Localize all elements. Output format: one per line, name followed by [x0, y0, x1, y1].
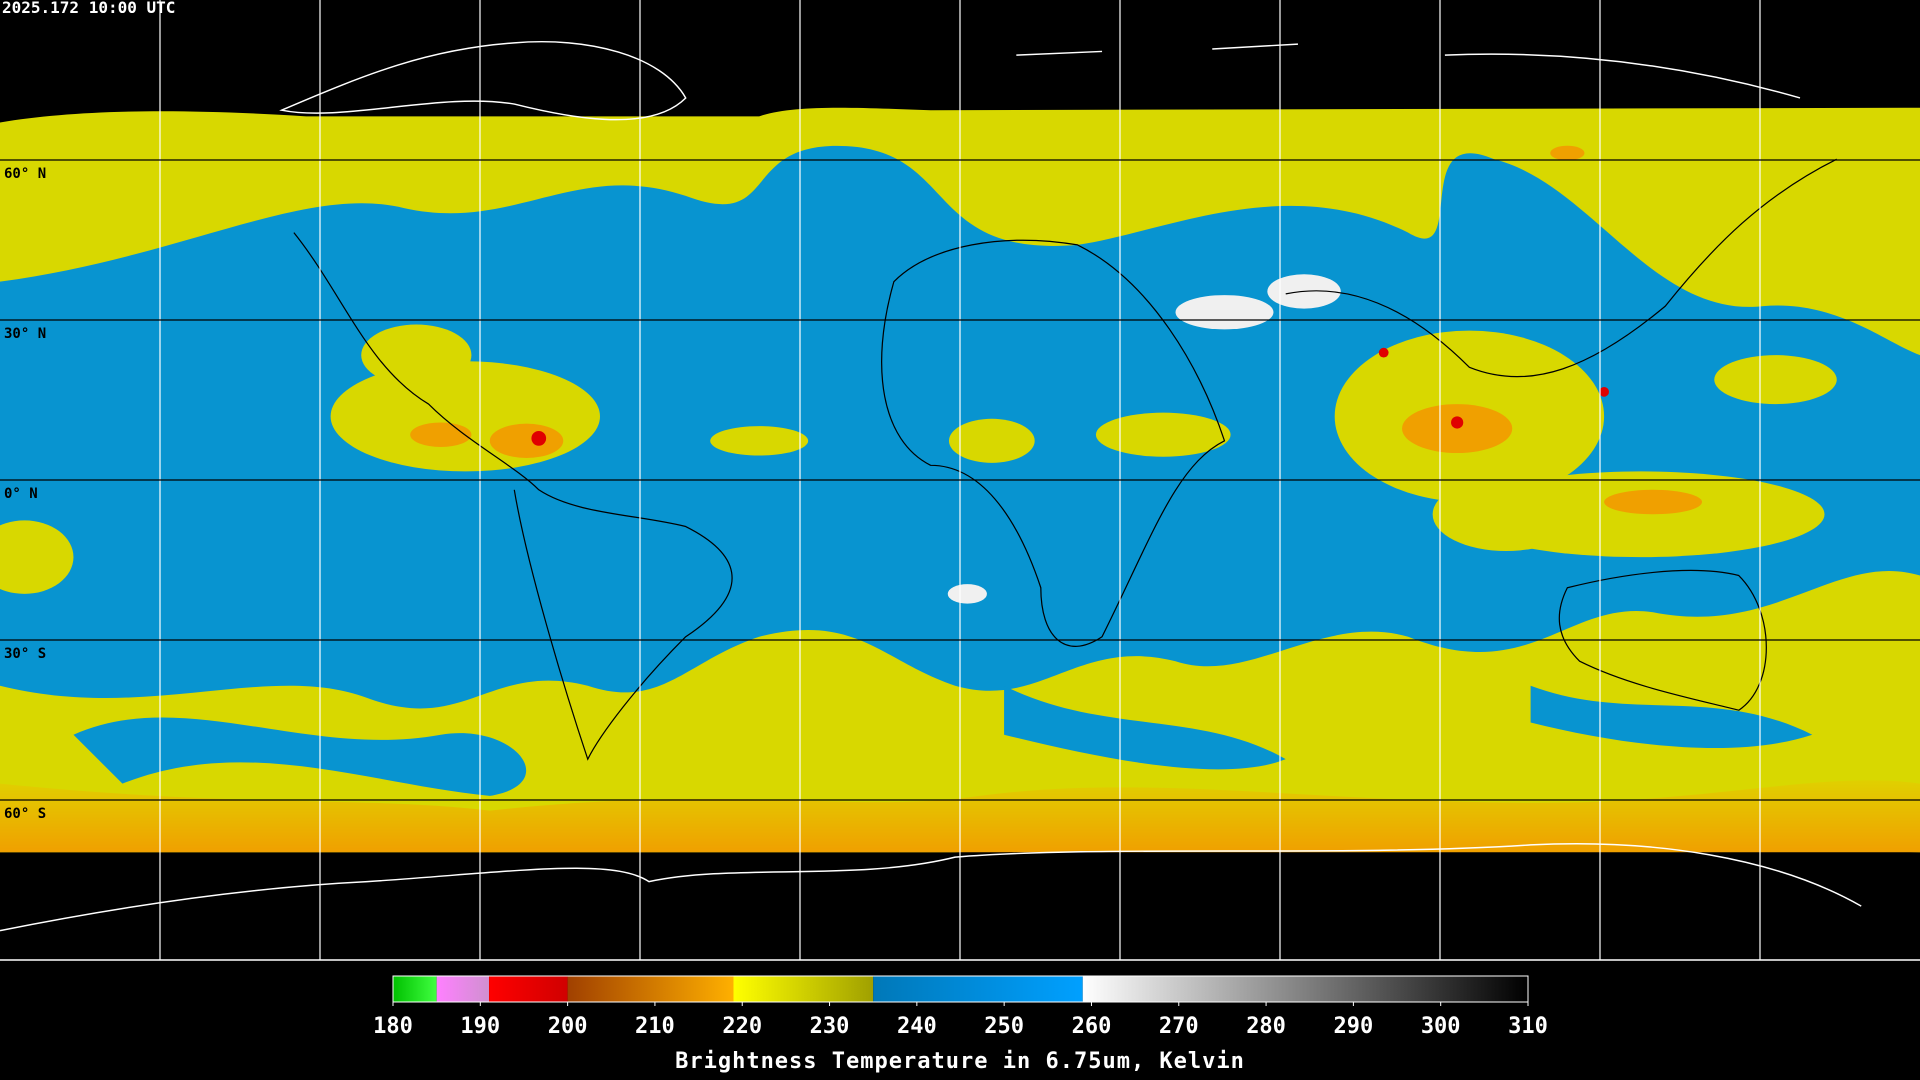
colorbar-segment [873, 976, 1083, 1002]
colorbar-frame [392, 975, 1529, 1003]
colorbar-tick-label: 200 [548, 1014, 588, 1039]
coastlines-polar [0, 40, 1862, 932]
colorbar-tick-label: 240 [897, 1014, 937, 1039]
colorbar-tick-label: 230 [810, 1014, 850, 1039]
colorbar-segment [567, 976, 734, 1002]
colorbar-tick-label: 250 [984, 1014, 1024, 1039]
dry-tongue [73, 685, 1813, 796]
coastlines [293, 158, 1838, 761]
colorbar-segment [436, 976, 490, 1002]
latitude-label: 0° N [4, 486, 38, 502]
colorbar-segment [489, 976, 568, 1002]
colorbar-tick-label: 190 [460, 1014, 500, 1039]
colorbar-tick-label: 180 [373, 1014, 413, 1039]
colorbar-tick-label: 270 [1159, 1014, 1199, 1039]
colorbar-segment [1082, 976, 1528, 1002]
colorbar-tick-label: 300 [1421, 1014, 1461, 1039]
cold-tops [531, 347, 1609, 446]
deep-convection [410, 145, 1703, 515]
latitude-label: 30° N [4, 326, 46, 342]
latitude-label: 30° S [4, 646, 46, 662]
colorbar-segment [393, 976, 437, 1002]
colorbar-tick-label: 290 [1334, 1014, 1374, 1039]
colorbar-tick-label: 220 [722, 1014, 762, 1039]
colorbar-title: Brightness Temperature in 6.75um, Kelvin [675, 1049, 1245, 1074]
colorbar-tick-label: 260 [1072, 1014, 1112, 1039]
colorbar-tick-label: 210 [635, 1014, 675, 1039]
latitude-label: 60° N [4, 166, 46, 182]
colorbar-segment [733, 976, 874, 1002]
colorbar: 180 190 200 210 220 230 240 250 260 270 280 290 300 3… [373, 975, 1548, 1039]
timestamp: 2025.172 10:00 UTC [2, 0, 175, 17]
graticule: 60° N 30° N 0° N 30° S 60° S [0, 0, 1920, 961]
latitude-label: 60° S [4, 806, 46, 822]
colorbar-tick-label: 280 [1246, 1014, 1286, 1039]
colorbar-tick-label: 310 [1508, 1014, 1548, 1039]
